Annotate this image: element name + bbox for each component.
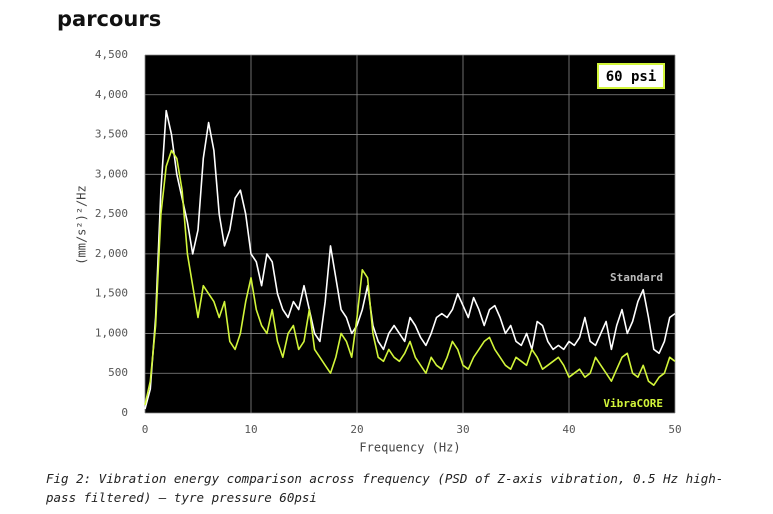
x-axis-label: Frequency (Hz) <box>359 441 460 455</box>
legend-label: Standard <box>610 271 663 284</box>
x-tick-label: 20 <box>350 423 363 436</box>
x-tick-label: 50 <box>668 423 681 436</box>
annotation-box <box>597 63 665 89</box>
caption: Fig 2: Vibration energy comparison acros… <box>46 471 724 505</box>
plot-area <box>145 55 675 413</box>
annotation: 60 psi <box>606 69 657 85</box>
lines <box>144 109 676 410</box>
series-line <box>144 109 676 410</box>
logo: parcours <box>57 7 161 31</box>
y-tick-label: 500 <box>108 366 128 379</box>
x-tick-label: 30 <box>456 423 469 436</box>
y-tick-label: 1,000 <box>95 326 128 339</box>
y-tick-label: 0 <box>121 406 128 419</box>
y-axis-label: (mm/s²)²/Hz <box>75 185 89 264</box>
x-tick-label: 40 <box>562 423 575 436</box>
y-tick-label: 2,000 <box>95 247 128 260</box>
y-tick-label: 4,000 <box>95 88 128 101</box>
y-tick-label: 3,500 <box>95 128 128 141</box>
x-tick-label: 10 <box>244 423 257 436</box>
y-tick-label: 3,000 <box>95 167 128 180</box>
y-tick-label: 4,500 <box>95 48 128 61</box>
legend-label: VibraCORE <box>603 397 663 410</box>
y-tick-label: 2,500 <box>95 207 128 220</box>
x-tick-label: 0 <box>142 423 149 436</box>
y-tick-label: 1,500 <box>95 287 128 300</box>
grid <box>144 54 676 414</box>
series-line <box>144 149 676 406</box>
